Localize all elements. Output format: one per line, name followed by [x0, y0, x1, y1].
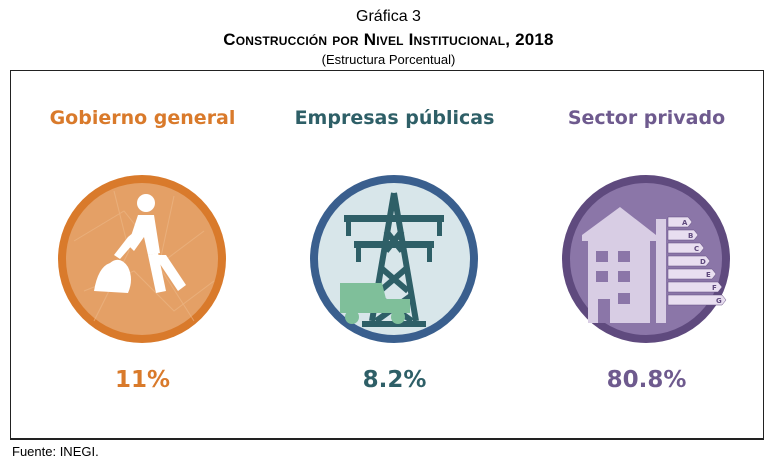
- category-empresas-publicas: Empresas públicas: [269, 71, 520, 438]
- source-note: Fuente: INEGI.: [12, 444, 99, 459]
- category-sector-privado: Sector privado: [521, 71, 772, 438]
- value-label: 11%: [114, 367, 171, 393]
- category-label: Gobierno general: [49, 107, 236, 129]
- energy-label: G: [716, 297, 722, 305]
- energy-label: E: [706, 271, 711, 279]
- chart-title: Construcción por Nivel Institucional, 20…: [223, 30, 554, 49]
- energy-label: B: [688, 232, 693, 240]
- category-gobierno-general: Gobierno general 11%: [17, 71, 268, 438]
- category-label: Empresas públicas: [294, 107, 495, 129]
- energy-label: F: [712, 284, 717, 292]
- energy-label: D: [700, 258, 706, 266]
- chart-subtitle: (Estructura Porcentual): [321, 52, 456, 67]
- category-label: Sector privado: [567, 107, 726, 129]
- chart-label: Gráfica 3: [356, 8, 421, 25]
- value-label: 80.8%: [606, 367, 687, 393]
- energy-label: A: [682, 219, 688, 227]
- chart-frame: Gobierno general 11% Empresas públ: [10, 70, 764, 440]
- value-label: 8.2%: [362, 367, 427, 393]
- power-tower-icon: [310, 175, 478, 343]
- energy-label: C: [694, 245, 699, 253]
- worker-icon: [58, 175, 226, 343]
- building-energy-icon: A B C D E F G: [562, 175, 730, 343]
